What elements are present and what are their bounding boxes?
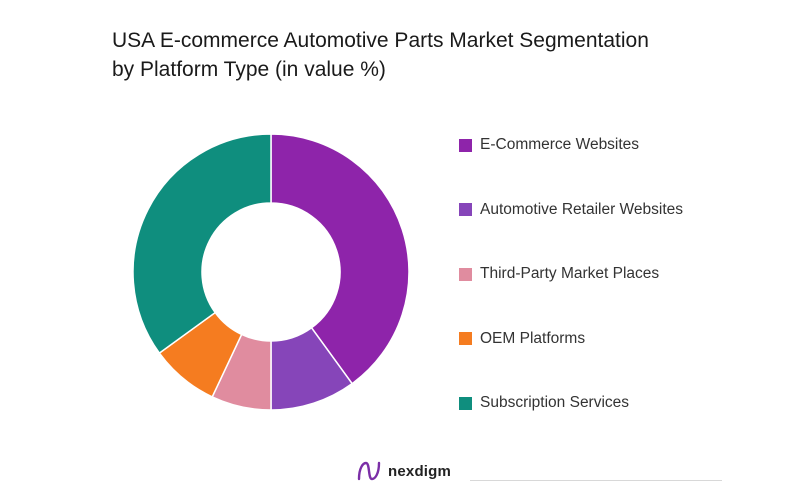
legend-label: E-Commerce Websites — [480, 136, 640, 153]
legend-label: Third-Party Market Places — [480, 265, 660, 282]
legend-label: OEM Platforms — [480, 329, 586, 347]
legend-swatch — [459, 396, 472, 410]
legend-swatch — [459, 138, 472, 152]
legend-item-oem-platforms: OEM Platforms — [459, 328, 759, 350]
brand-name: nexdigm — [388, 462, 452, 480]
chart-legend: E-Commerce Websites Automotive Retailer … — [459, 134, 759, 457]
donut-slice-subscription-services — [132, 133, 272, 355]
legend-item-e-commerce-websites: E-Commerce Websites — [459, 134, 759, 156]
footer-brand: nexdigm — [356, 455, 451, 487]
donut-slice-e-commerce-websites — [270, 133, 410, 385]
chart-title-line-1: USA E-commerce Automotive Parts Market S… — [112, 29, 649, 52]
legend-swatch — [459, 203, 472, 216]
legend-swatch — [459, 332, 472, 345]
legend-label: Subscription Services — [480, 394, 630, 411]
nexdigm-logo-icon — [357, 461, 381, 481]
legend-swatch — [459, 267, 472, 281]
legend-label: Automotive Retailer Websites — [480, 200, 684, 218]
legend-item-automotive-retailer-websites: Automotive Retailer Websites — [459, 199, 759, 221]
footer-divider — [470, 480, 722, 481]
legend-item-third-party-market-places: Third-Party Market Places — [459, 263, 759, 285]
chart-title: USA E-commerce Automotive Parts Market S… — [112, 26, 752, 84]
legend-item-subscription-services: Subscription Services — [459, 392, 759, 414]
chart-title-line-2: by Platform Type (in value %) — [112, 58, 386, 81]
